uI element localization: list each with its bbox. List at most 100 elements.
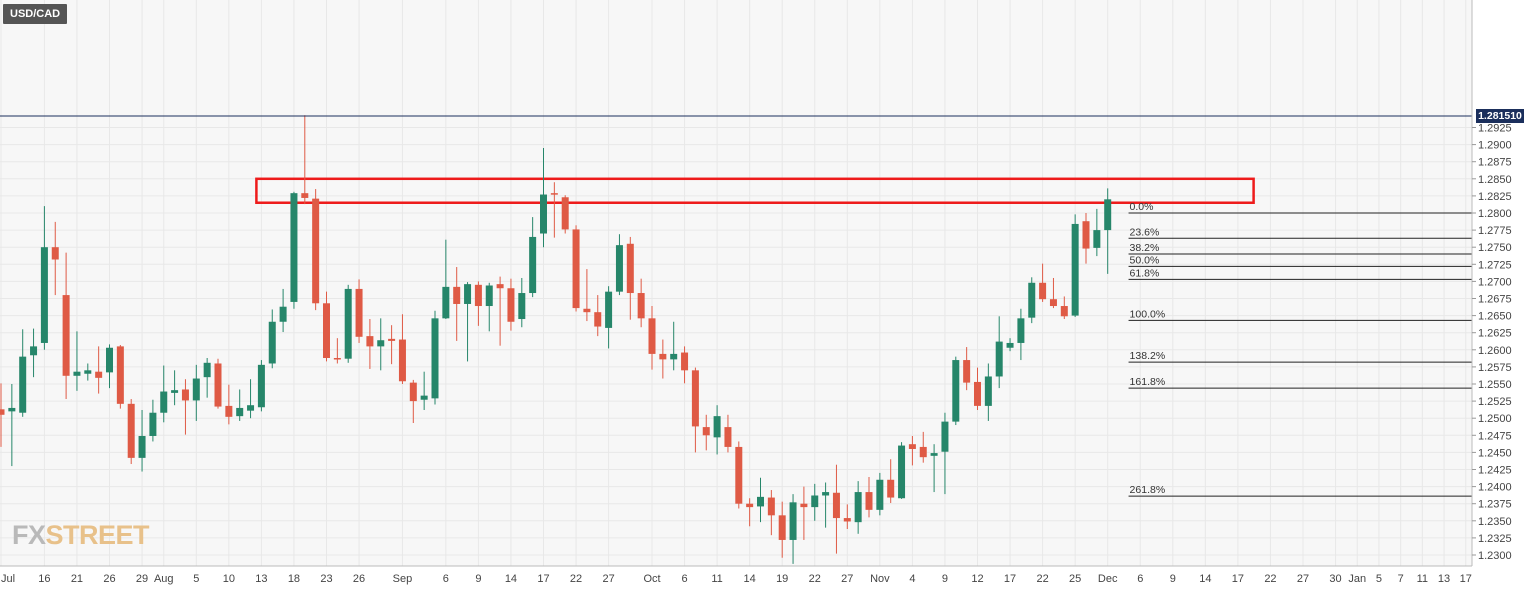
x-tick-label: 5 — [1376, 573, 1382, 585]
candle — [442, 239, 450, 320]
y-tick-label: 1.2475 — [1478, 430, 1512, 442]
candle — [181, 379, 189, 435]
x-tick-label: 17 — [1460, 573, 1472, 585]
candle — [366, 319, 374, 369]
candle — [724, 414, 732, 453]
candle — [1039, 263, 1047, 302]
candle-body-down — [127, 403, 135, 458]
candle-body-down — [116, 346, 124, 404]
candle — [583, 269, 591, 322]
candle-body-up — [670, 353, 678, 360]
candle — [681, 346, 689, 384]
candle — [1082, 213, 1090, 264]
candle-body-up — [431, 318, 439, 399]
y-tick-label: 1.2550 — [1478, 379, 1512, 391]
candle-body-up — [73, 371, 81, 376]
candle — [268, 309, 276, 369]
candle — [40, 206, 48, 350]
candle-body-down — [0, 409, 5, 415]
candle-body-down — [1082, 221, 1090, 249]
y-tick-label: 1.2300 — [1478, 550, 1512, 562]
x-tick-label: Aug — [154, 573, 174, 585]
candle — [1049, 277, 1057, 309]
candle-body-up — [952, 360, 960, 422]
candle-body-down — [323, 303, 330, 359]
x-tick-label: 14 — [1199, 573, 1211, 585]
x-tick-label: 23 — [320, 573, 332, 585]
fib-label: 0.0% — [1130, 201, 1154, 213]
candle-body-down — [691, 370, 699, 427]
x-axis-ticks: Jul 16 21 26 29 Aug 5 10 13 18 23 26 Sep 6 9 14 17 22 27 Oc… — [1, 573, 1472, 585]
y-axis-ticks: 1.2300 1.2325 1.2350 1.2375 1.2400 1.2425 1.24… — [1472, 123, 1512, 562]
candle-body-up — [789, 502, 797, 540]
candle — [822, 482, 830, 528]
candle — [898, 442, 906, 499]
grid — [0, 0, 1472, 566]
candle-body-up — [529, 236, 537, 294]
x-tick-label: 9 — [475, 573, 481, 585]
candle-body-up — [822, 492, 830, 496]
candle — [420, 371, 428, 410]
candle-body-up — [171, 390, 179, 393]
candle — [73, 331, 81, 391]
candle-body-up — [30, 346, 38, 356]
x-tick-label: 5 — [193, 573, 199, 585]
fib-label: 261.8% — [1130, 484, 1166, 496]
candle — [138, 409, 146, 472]
candle — [106, 344, 113, 389]
candle — [225, 384, 233, 425]
candle — [887, 459, 895, 504]
candle — [702, 414, 710, 451]
fxstreet-logo: FXSTREET — [12, 520, 150, 551]
candle-body-up — [149, 412, 157, 436]
candle — [116, 345, 124, 409]
x-tick-label: 22 — [570, 573, 582, 585]
candle — [62, 252, 70, 400]
y-tick-label: 1.2350 — [1478, 516, 1512, 528]
candle — [127, 399, 135, 465]
candle — [279, 288, 287, 333]
candle-body-up — [984, 376, 992, 406]
x-tick-label: 26 — [103, 573, 115, 585]
candle — [409, 379, 417, 423]
y-tick-label: 1.2775 — [1478, 225, 1512, 237]
candle-body-down — [496, 284, 504, 289]
candle — [464, 282, 472, 362]
candle-body-down — [181, 389, 189, 401]
candle-body-down — [62, 295, 70, 376]
candle — [1060, 296, 1068, 320]
candle — [919, 431, 927, 463]
x-tick-label: 6 — [1137, 573, 1143, 585]
x-tick-label: 16 — [38, 573, 50, 585]
candle-body-up — [464, 284, 472, 304]
candle-body-down — [681, 352, 689, 371]
candle — [930, 444, 938, 493]
candle — [8, 384, 16, 467]
candle — [30, 328, 38, 378]
candle-body-down — [908, 444, 916, 449]
candle — [876, 472, 884, 516]
fib-label: 38.2% — [1130, 242, 1160, 254]
x-tick-label: 22 — [1264, 573, 1276, 585]
candle — [572, 225, 580, 312]
candle-body-up — [615, 245, 623, 292]
candle-body-down — [474, 284, 482, 307]
x-tick-label: 7 — [1398, 573, 1404, 585]
candle — [1028, 277, 1036, 324]
resistance-zone — [255, 177, 1255, 204]
candle-body-down — [1039, 282, 1047, 300]
x-tick-label: Oct — [643, 573, 660, 585]
candle-body-down — [963, 360, 971, 383]
candle — [257, 360, 265, 412]
x-tick-label: 22 — [1036, 573, 1048, 585]
candle-body-down — [702, 427, 710, 436]
logo-street: STREET — [45, 520, 150, 550]
fib-label: 50.0% — [1130, 254, 1160, 266]
x-tick-label: Jul — [1, 573, 15, 585]
candle-body-down — [746, 503, 754, 508]
y-tick-label: 1.2700 — [1478, 276, 1512, 288]
candle-body-up — [1071, 223, 1079, 316]
candle-body-down — [355, 288, 363, 337]
candle-body-down — [974, 381, 981, 406]
candle-body-down — [388, 338, 396, 341]
